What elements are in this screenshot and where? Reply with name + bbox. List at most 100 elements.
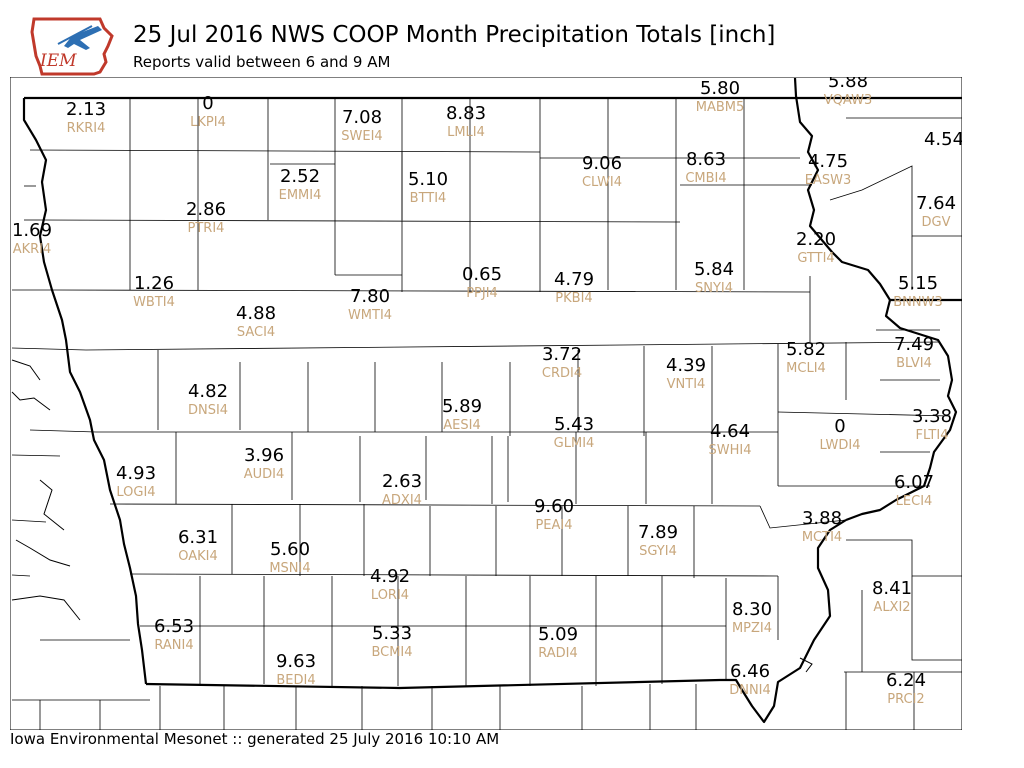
station-id: LMLI4 (447, 125, 485, 140)
county-boundaries (11, 98, 962, 730)
precip-value: 4.75 (808, 151, 848, 172)
precip-value: 5.88 (828, 77, 868, 92)
station-marker: 4.54 (924, 129, 962, 150)
station-id: SWHI4 (709, 443, 752, 458)
station-id: BEDI4 (276, 673, 315, 688)
precip-value: 8.41 (872, 578, 912, 599)
station-id: VNTI4 (667, 377, 706, 392)
station-id: SWEI4 (341, 129, 382, 144)
precip-value: 3.72 (542, 344, 582, 365)
station-id: FLTI4 (916, 428, 949, 443)
precip-value: 6.46 (730, 661, 770, 682)
station-id: ADXI4 (382, 493, 422, 508)
precip-value: 4.88 (236, 303, 276, 324)
station-id: MPZI4 (732, 621, 772, 636)
station-id: WBTI4 (133, 295, 175, 310)
precip-value: 5.33 (372, 623, 412, 644)
station-id: BNNW3 (893, 295, 943, 310)
precip-value: 6.07 (894, 472, 934, 493)
precip-value: 7.49 (894, 334, 934, 355)
station-id: VQAW3 (824, 93, 872, 108)
station-id: BCMI4 (371, 645, 412, 660)
station-id: LKPI4 (190, 115, 226, 130)
page-subtitle: Reports valid between 6 and 9 AM (133, 53, 391, 71)
precip-value: 1.26 (134, 273, 174, 294)
station-id: RADI4 (538, 646, 578, 661)
station-id: LORI4 (371, 588, 409, 603)
precip-value: 9.60 (534, 496, 574, 517)
precip-value: 4.82 (188, 381, 228, 402)
station-id: LECI4 (896, 494, 933, 509)
precip-value: 2.86 (186, 199, 226, 220)
station-id: EASW3 (805, 173, 851, 188)
station-id: PRCI2 (887, 692, 924, 707)
station-id: EMMI4 (279, 188, 322, 203)
station-id: CLWI4 (582, 175, 622, 190)
precip-value: 5.60 (270, 539, 310, 560)
precip-value: 8.83 (446, 103, 486, 124)
station-id: MCTI4 (802, 530, 842, 545)
station-id: CRDI4 (542, 366, 582, 381)
station-id: PPJI4 (466, 286, 498, 301)
station-id: BTTI4 (410, 191, 447, 206)
station-id: MCLI4 (786, 361, 826, 376)
precip-value: 5.15 (898, 273, 938, 294)
footer-credit: Iowa Environmental Mesonet :: generated … (10, 730, 500, 748)
precip-value: 5.80 (700, 78, 740, 99)
precip-value: 3.88 (802, 508, 842, 529)
logo-text: IEM (39, 51, 77, 71)
station-id: GLMI4 (554, 436, 595, 451)
precip-value: 6.53 (154, 616, 194, 637)
precip-value: 0 (202, 93, 213, 114)
station-id: RANI4 (154, 638, 193, 653)
station-id: DNSI4 (188, 403, 228, 418)
precip-value: 7.89 (638, 522, 678, 543)
precip-value: 4.54 (924, 129, 962, 150)
station-id: MSNI4 (269, 561, 310, 576)
station-id: RKRI4 (67, 121, 106, 136)
station-id: GTTI4 (797, 251, 834, 266)
precip-value: 4.92 (370, 566, 410, 587)
precip-value: 9.06 (582, 153, 622, 174)
station-id: AUDI4 (244, 467, 285, 482)
station-id: LOGI4 (116, 485, 155, 500)
precip-value: 5.84 (694, 259, 734, 280)
precip-value: 5.10 (408, 169, 448, 190)
state-boundaries (22, 77, 962, 724)
precip-value: 5.43 (554, 414, 594, 435)
station-id: PKBI4 (555, 291, 592, 306)
